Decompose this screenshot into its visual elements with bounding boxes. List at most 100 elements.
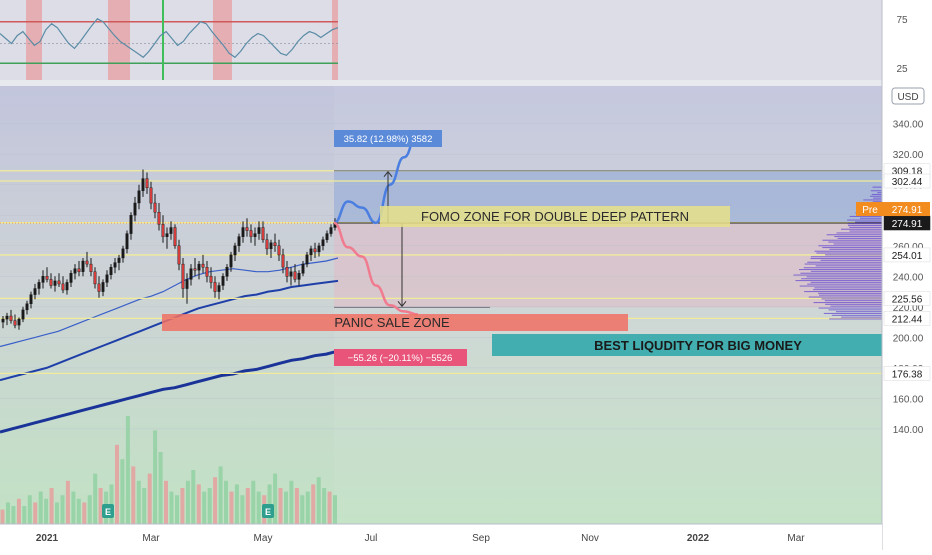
volume-profile-bar [807,261,882,263]
volume-bar [229,491,234,524]
volume-profile-bar [849,226,882,228]
candle [93,267,97,289]
main-pane-background [0,86,882,524]
price-tick: 320.00 [893,150,924,161]
earnings-marker[interactable] [262,504,274,518]
level-tag-label: 176.38 [892,369,923,380]
level-tag [883,311,931,326]
volume-bar [44,498,49,524]
candle [137,184,141,210]
volume-profile-bar [841,228,882,230]
loss-measure-badge[interactable] [334,349,467,366]
candle [69,270,73,287]
volume-profile-bar [818,292,882,294]
bullish-projection [333,130,419,225]
volume-bar [207,488,212,524]
volume-bar [333,495,337,524]
volume-bar [142,488,147,524]
volume-profile-bar [803,267,882,269]
candle [305,251,309,268]
gain-arrow-head [383,170,393,178]
volume-profile-bar [821,298,882,300]
candle [141,169,145,197]
candle [41,270,45,289]
candle [149,181,153,210]
candle [281,248,285,274]
volume-bar [0,509,5,524]
volume-bar [93,473,98,524]
volume-bar [55,502,59,524]
oscillator-pane [0,0,339,80]
candle [269,239,273,258]
volume-profile-bar [813,302,882,304]
fomo-zone-box[interactable] [380,206,730,227]
time-axis[interactable] [0,524,882,550]
liquidity-zone-label: BEST LIQUDITY FOR BIG MONEY [594,338,802,353]
candle [257,221,261,240]
volume-profile-bar [804,291,882,293]
candle [177,239,181,271]
volume-bar [76,498,81,524]
volume-bar [251,480,256,524]
candle [209,267,213,289]
currency-badge[interactable] [891,87,925,105]
volume-bar [11,506,16,524]
volume-profile-bar [822,247,882,249]
candle [253,227,257,246]
panic-zone-box[interactable] [162,314,628,331]
time-tick: Mar [142,533,160,544]
price-tick: 140.00 [893,425,924,436]
volume-profile-bar [872,186,882,188]
candle [225,264,229,281]
candle [109,264,113,280]
volume-profile-bar [810,281,882,283]
candle [17,317,21,330]
time-tick: 2022 [687,533,710,544]
candle [285,261,289,283]
level-tag-label: 302.44 [892,177,923,188]
time-tick: Sep [472,533,490,544]
candle [105,270,109,287]
candle [117,254,121,271]
time-tick: Jul [365,533,378,544]
candle [157,203,161,231]
candle [249,224,253,243]
pane-divider[interactable] [0,80,932,86]
volume-profile-bar [837,237,882,239]
volume-profile-bar [870,190,882,192]
candle [133,196,137,222]
liquidity-zone-box[interactable] [492,334,882,356]
oscillator-line [0,18,339,59]
volume-bar [6,502,10,524]
volume-bar [33,502,38,524]
volume-profile-bar [826,234,882,236]
volume-bar [316,477,321,524]
volume-profile-bar [870,195,882,197]
volume-bar [322,488,327,524]
volume-profile-bar [795,280,882,282]
volume-bar [218,466,223,524]
volume-bar [87,495,92,524]
price-tick: 340.00 [893,120,924,131]
volume-bar [49,488,54,524]
volume-profile-bar [815,265,882,267]
candle [317,242,321,257]
candle [65,279,69,295]
gain-measure-label: 35.82 (12.98%) 3582 [344,134,433,145]
earnings-marker[interactable] [102,504,114,518]
gain-measure-badge[interactable] [334,130,442,147]
candle [73,264,77,280]
volume-profile-bar [823,312,882,314]
volume-profile-bar [810,258,882,260]
candle [233,242,237,261]
volume-profile-bar [800,272,882,274]
candle [113,258,117,274]
candle [297,270,301,286]
candle [193,258,197,277]
candle [13,314,17,329]
volume-profile-bar [793,274,882,276]
volume-profile-bar [814,287,882,289]
volume-profile-bar [819,294,882,296]
candle [169,221,173,240]
